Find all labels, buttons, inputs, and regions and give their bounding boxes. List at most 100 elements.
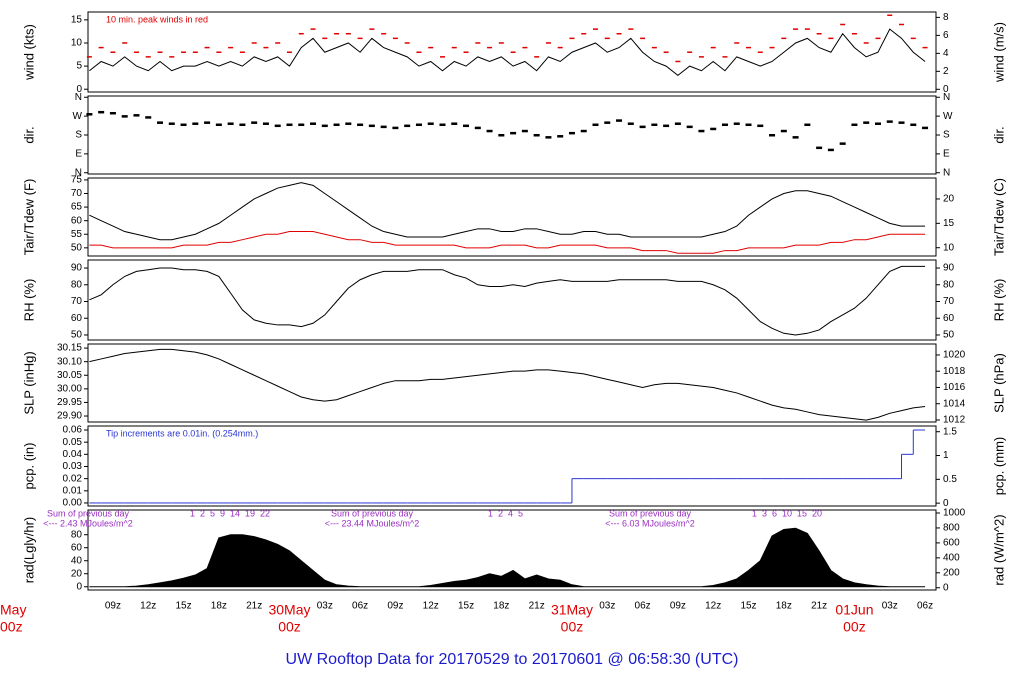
x-tick-label: 09z (670, 601, 686, 612)
hour-marks: 1 2 5 9 14 19 22 (190, 508, 270, 518)
dir-point (533, 134, 540, 137)
y-tick-label: 70 (71, 296, 83, 307)
dir-point (827, 148, 834, 152)
dir-point (227, 122, 234, 125)
dir-point (792, 136, 799, 139)
y2-axis-label: Tair/Tdew (C) (991, 178, 1006, 256)
dir-point (274, 124, 281, 128)
x-tick-label: 15z (458, 601, 474, 612)
y-tick-label: 90 (71, 263, 83, 274)
y2-tick-label: 1.5 (943, 426, 957, 437)
dir-point (898, 121, 905, 124)
y-tick-label: 40 (71, 555, 83, 566)
dir-point (86, 113, 93, 116)
radiation-note: Sum of previous day (331, 508, 414, 518)
dir-point (474, 126, 481, 130)
dir-point (321, 124, 328, 128)
dir-point (463, 124, 470, 128)
dir-point (745, 123, 752, 127)
y-tick-label: 60 (71, 215, 83, 226)
series-line (89, 28, 926, 76)
y2-tick-label: 0 (943, 582, 949, 593)
x-tick-label: 21z (246, 601, 262, 612)
dir-point (451, 122, 458, 125)
y-tick-label: 50 (71, 242, 83, 253)
y2-axis-label: SLP (hPa) (991, 353, 1006, 413)
dir-point (863, 121, 870, 124)
dir-point (557, 135, 564, 138)
y-tick-label: 30.10 (57, 356, 82, 367)
y2-axis-label: dir. (991, 126, 1006, 143)
dir-point (521, 129, 528, 133)
y-axis-label: pcp. (in) (21, 443, 36, 490)
dir-point (733, 122, 740, 125)
dir-point (392, 126, 399, 130)
y2-tick-label: 50 (943, 330, 955, 341)
panel-frame (87, 343, 937, 423)
y-tick-label: 29.90 (57, 411, 82, 422)
dir-point (133, 114, 140, 117)
y-tick-label: 0 (76, 84, 82, 95)
y-tick-label: 80 (71, 529, 83, 540)
dir-point (568, 131, 575, 135)
dir-point (592, 123, 599, 127)
y2-tick-label: 60 (943, 313, 955, 324)
x-tick-label: 09z (387, 601, 403, 612)
dir-point (816, 146, 823, 150)
dir-point (192, 122, 199, 125)
x-tick-label: 15z (740, 601, 756, 612)
radiation-note: <--- 23.44 MJoules/m^2 (325, 518, 420, 528)
dir-point (627, 122, 634, 125)
y-axis-label: dir. (21, 126, 36, 143)
series-line (89, 348, 926, 421)
dir-point (157, 121, 164, 124)
dir-point (168, 122, 175, 125)
y-tick-label: 60 (71, 313, 83, 324)
dir-point (415, 123, 422, 127)
dir-point (839, 142, 846, 145)
dir-point (251, 121, 258, 124)
y2-tick-label: 0 (943, 84, 949, 95)
dir-point (239, 123, 246, 127)
y2-tick-label: 1020 (943, 350, 966, 361)
dir-point (922, 126, 929, 130)
y2-tick-label: N (943, 167, 950, 178)
series-area (89, 527, 926, 588)
y2-tick-label: 0.5 (943, 474, 957, 485)
y2-axis-label: RH (%) (991, 279, 1006, 322)
dir-point (486, 129, 493, 133)
dir-point (180, 123, 187, 127)
dir-point (427, 122, 434, 125)
y2-tick-label: 1016 (943, 382, 966, 393)
dir-point (380, 125, 387, 129)
y-tick-label: N (75, 92, 82, 103)
panel-frame (87, 177, 937, 257)
y-tick-label: 55 (71, 229, 83, 240)
y2-tick-label: 200 (943, 567, 960, 578)
y2-tick-label: 15 (943, 218, 955, 229)
x-tick-label: 09z (105, 601, 121, 612)
radiation-note: <--- 2.43 MJoules/m^2 (43, 518, 133, 528)
x-tick-label: 18z (493, 601, 509, 612)
y2-tick-label: 8 (943, 12, 949, 23)
y-tick-label: 0.00 (63, 498, 83, 509)
y-tick-label: 75 (71, 175, 83, 186)
dir-point (721, 123, 728, 127)
dir-point (910, 123, 917, 127)
y2-tick-label: E (943, 149, 950, 160)
y2-tick-label: S (943, 130, 950, 141)
y2-tick-label: 4 (943, 48, 949, 59)
y2-tick-label: 1018 (943, 366, 966, 377)
dir-point (710, 127, 717, 131)
y-tick-label: 0.02 (63, 473, 83, 484)
annotation: Tip increments are 0.01in. (0.254mm.) (106, 428, 258, 438)
dir-point (310, 122, 317, 125)
y2-tick-label: W (943, 111, 953, 122)
y-tick-label: 0 (76, 581, 82, 592)
x-tick-label: 21z (811, 601, 827, 612)
x-tick-label: 03z (882, 601, 898, 612)
y2-axis-label: pcp. (mm) (991, 437, 1006, 496)
dir-point (204, 121, 211, 124)
y2-tick-label: 6 (943, 30, 949, 41)
y2-tick-label: 70 (943, 296, 955, 307)
